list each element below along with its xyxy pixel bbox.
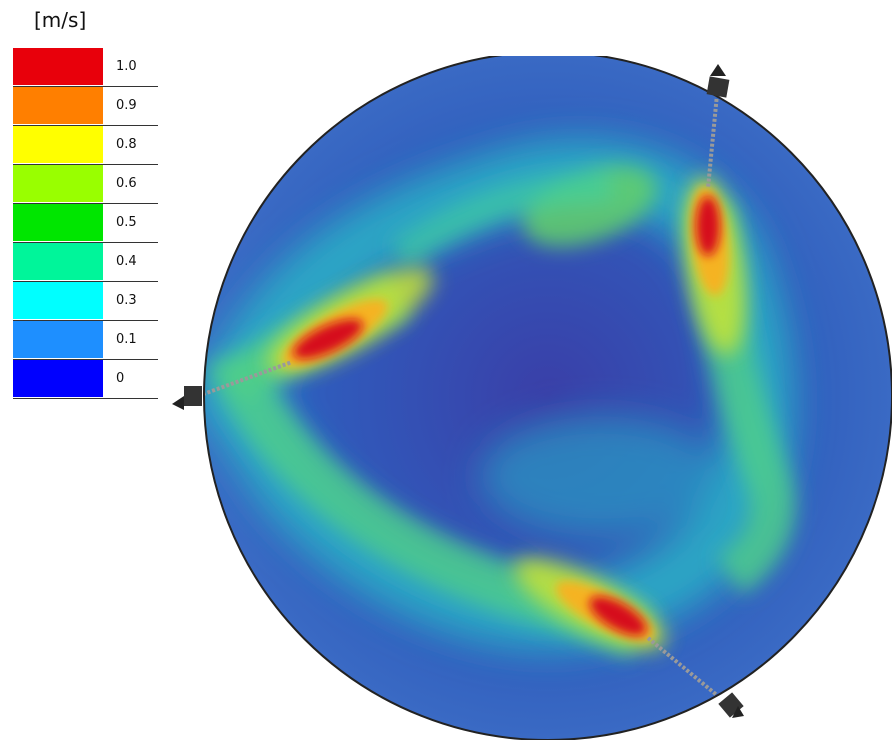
legend-row: 0.1 — [13, 321, 158, 360]
legend-row: 0.4 — [13, 243, 158, 282]
legend-swatch — [13, 243, 103, 280]
legend-swatch — [13, 87, 103, 124]
legend-swatch — [13, 165, 103, 202]
legend-swatch — [13, 204, 103, 241]
tank-velocity-field — [172, 56, 892, 740]
flow-field — [204, 56, 892, 740]
jet-left — [266, 267, 434, 375]
legend-row: 0.9 — [13, 87, 158, 126]
legend-row: 0.6 — [13, 165, 158, 204]
legend-swatch — [13, 321, 103, 358]
legend-row: 1.0 — [13, 48, 158, 87]
legend-row: 0 — [13, 360, 158, 399]
shaft-upper-right — [706, 83, 720, 189]
legend-value: 0 — [116, 371, 125, 386]
legend-value: 0.1 — [116, 332, 137, 347]
legend-row: 0.8 — [13, 126, 158, 165]
legend-swatch — [13, 126, 103, 163]
legend-unit-label: [m/s] — [34, 8, 87, 32]
mixer-mount-upper-right — [706, 64, 730, 98]
legend-value: 0.6 — [116, 176, 137, 191]
shaft-left — [204, 360, 293, 398]
mixer-mount-left — [172, 386, 202, 410]
legend-value: 0.4 — [116, 254, 137, 269]
legend-value: 0.5 — [116, 215, 137, 230]
legend-swatch — [13, 48, 103, 85]
legend-row: 0.3 — [13, 282, 158, 321]
tank-wall — [203, 56, 892, 740]
mixer-mount-bottom — [718, 692, 744, 718]
jet-bottom — [513, 557, 667, 651]
shaft-bottom — [646, 636, 732, 708]
color-legend: 1.0 0.9 0.8 0.6 0.5 0.4 0.3 0.1 0 — [13, 48, 158, 399]
legend-value: 1.0 — [116, 59, 137, 74]
legend-swatch — [13, 282, 103, 319]
legend-value: 0.8 — [116, 137, 137, 152]
legend-swatch — [13, 360, 103, 397]
legend-row: 0.5 — [13, 204, 158, 243]
mixer-shafts — [204, 83, 732, 708]
jet-upper-right — [684, 176, 746, 356]
legend-value: 0.9 — [116, 98, 137, 113]
legend-value: 0.3 — [116, 293, 137, 308]
